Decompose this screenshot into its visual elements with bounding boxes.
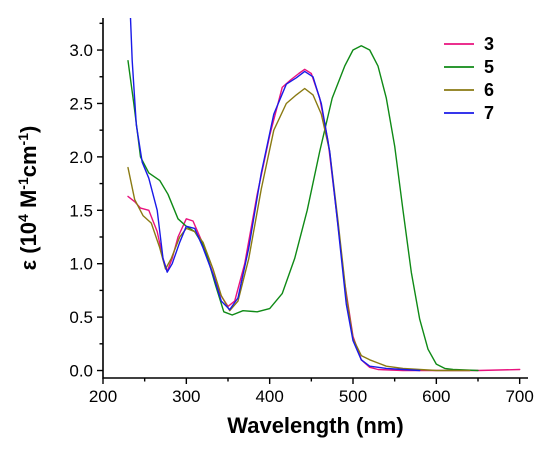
series-line-7 xyxy=(129,18,421,372)
y-tick-label: 0.0 xyxy=(69,362,93,381)
x-tick-label: 400 xyxy=(255,387,283,406)
y-tick-label: 2.0 xyxy=(69,148,93,167)
legend-label-3: 3 xyxy=(484,34,494,54)
x-tick-label: 200 xyxy=(89,387,117,406)
y-title-superscript: -1 xyxy=(15,133,31,146)
x-tick-label: 600 xyxy=(422,387,450,406)
y-title-part: M xyxy=(16,190,41,214)
y-tick-label: 0.5 xyxy=(69,308,93,327)
x-tick-label: 500 xyxy=(339,387,367,406)
series-layer xyxy=(127,18,521,372)
y-title-part: cm xyxy=(16,145,41,177)
y-tick-label: 3.0 xyxy=(69,41,93,60)
legend-label-5: 5 xyxy=(484,57,494,77)
legend-label-6: 6 xyxy=(484,80,494,100)
y-title-part: ε (10 xyxy=(16,222,41,270)
axes-layer: 200 300 400 500 600 700 0.0 0.5 1.0 1.5 2.0 2.5 3.0 xyxy=(69,18,534,406)
y-title-superscript: 4 xyxy=(15,214,31,222)
series-line-6 xyxy=(127,87,471,372)
y-tick-label: 1.0 xyxy=(69,255,93,274)
y-title-superscript: -1 xyxy=(15,177,31,190)
y-tick-label: 2.5 xyxy=(69,94,93,113)
x-tick-label: 300 xyxy=(172,387,200,406)
series-line-5 xyxy=(127,45,479,372)
y-axis-title: ε (104 M-1cm-1) xyxy=(15,126,41,271)
x-axis-title: Wavelength (nm) xyxy=(227,413,403,438)
axis-lines xyxy=(102,18,528,379)
legend-label-7: 7 xyxy=(484,103,494,123)
y-title-part: ) xyxy=(16,126,41,133)
x-tick-label: 700 xyxy=(505,387,533,406)
y-tick-label: 1.5 xyxy=(69,201,93,220)
legend: 3 5 6 7 xyxy=(444,34,494,123)
